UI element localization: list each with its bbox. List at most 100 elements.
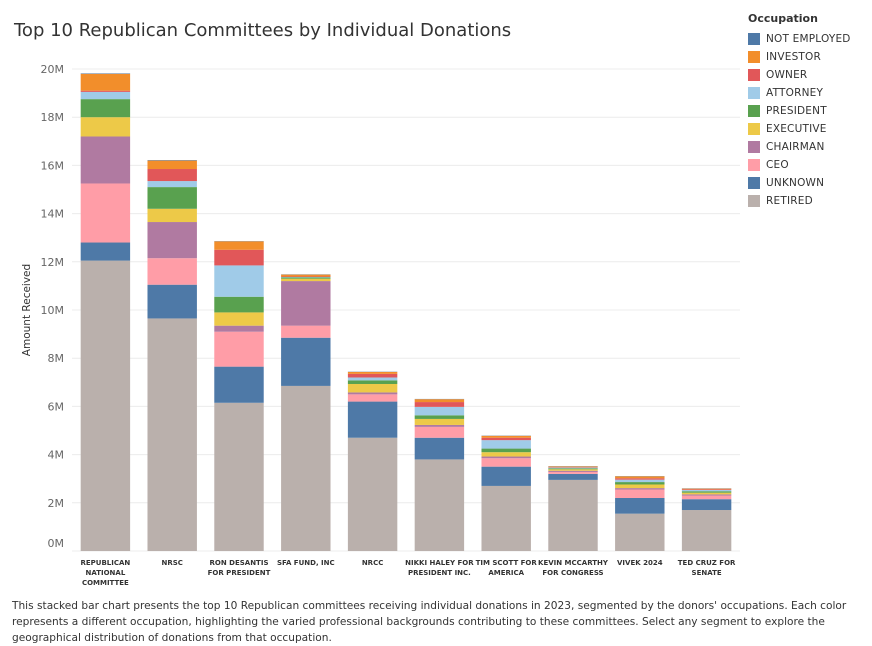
bar-segment-attorney[interactable]: ATTORNEY: 1300000 <box>214 265 264 297</box>
bar-segment-unknown[interactable]: UNKNOWN: 800000 <box>481 466 531 486</box>
bar-segment-president[interactable]: PRESIDENT: 150000 <box>481 448 531 453</box>
bar-segment-president[interactable]: PRESIDENT: 150000 <box>347 380 398 384</box>
bar-segment-unknown[interactable]: UNKNOWN: 450000 <box>681 499 732 511</box>
legend-item-not-employed[interactable]: NOT EMPLOYED <box>748 30 851 48</box>
bar-segment-owner[interactable]: OWNER: 50000 <box>80 90 131 92</box>
bar-segment-executive[interactable]: EXECUTIVE: 550000 <box>214 312 264 326</box>
bar-segment-retired[interactable]: RETIRED: 1700000 <box>681 510 732 551</box>
legend-item-investor[interactable]: INVESTOR <box>748 48 851 66</box>
bar-segment-ceo[interactable]: CEO: 450000 <box>414 426 465 438</box>
bar-segment-ceo[interactable]: CEO: 2450000 <box>80 183 131 243</box>
bar-segment-executive[interactable]: EXECUTIVE: 550000 <box>147 208 197 223</box>
bar-segment-investor[interactable]: INVESTOR: 30000 <box>681 488 732 490</box>
bar-segment-owner[interactable]: OWNER: 200000 <box>414 402 465 407</box>
bar-segment-executive[interactable]: EXECUTIVE: 100000 <box>281 278 331 282</box>
bar-segment-unknown[interactable]: UNKNOWN: 900000 <box>414 437 465 460</box>
bar-segment-owner[interactable]: OWNER: 150000 <box>347 373 398 378</box>
bar-segment-investor[interactable]: INVESTOR: 80000 <box>481 435 531 438</box>
bar-segment-retired[interactable]: RETIRED: 3800000 <box>414 459 465 551</box>
legend-item-chairman[interactable]: CHAIRMAN <box>748 138 851 156</box>
bar-segment-executive[interactable]: EXECUTIVE: 180000 <box>481 452 531 457</box>
bar-segment-president[interactable]: PRESIDENT: 100000 <box>615 482 665 485</box>
bar-segment-ceo[interactable]: CEO: 150000 <box>681 495 732 500</box>
bar-segment-retired[interactable]: RETIRED: 6850000 <box>281 385 331 551</box>
bar-segment-attorney[interactable]: ATTORNEY: 350000 <box>414 406 465 416</box>
bar-segment-attorney[interactable]: ATTORNEY: 50000 <box>681 490 732 492</box>
bar-segment-investor[interactable]: INVESTOR: 350000 <box>214 241 264 250</box>
bar-segment-unknown[interactable]: UNKNOWN: 750000 <box>80 242 131 261</box>
bar-segment-unknown[interactable]: UNKNOWN: 1500000 <box>214 366 264 403</box>
bar-segment-unknown[interactable]: UNKNOWN: 650000 <box>615 497 665 514</box>
bar-segment-president[interactable]: PRESIDENT: 900000 <box>147 187 197 209</box>
legend-item-attorney[interactable]: ATTORNEY <box>748 84 851 102</box>
bar-segment-investor[interactable]: INVESTOR: 700000 <box>80 73 131 91</box>
x-tick-label: SFA FUND, INC <box>277 559 335 567</box>
bar-segment-owner[interactable]: OWNER: 30000 <box>681 489 732 491</box>
bar-segment-chairman[interactable]: CHAIRMAN: 80000 <box>347 392 398 395</box>
bar-segment-investor[interactable]: INVESTOR: 80000 <box>347 371 398 374</box>
bar-segment-executive[interactable]: EXECUTIVE: 250000 <box>414 418 465 425</box>
bar-segment-ceo[interactable]: CEO: 1100000 <box>147 258 197 285</box>
bar-segment-president[interactable]: PRESIDENT: 50000 <box>281 277 331 279</box>
bar-segment-attorney[interactable]: ATTORNEY: 300000 <box>80 91 131 100</box>
bar-segment-ceo[interactable]: CEO: 80000 <box>548 471 598 474</box>
bar-segment-ceo[interactable]: CEO: 500000 <box>281 325 331 338</box>
bar-segment-investor[interactable]: INVESTOR: 80000 <box>615 476 665 479</box>
legend-item-owner[interactable]: OWNER <box>748 66 851 84</box>
bar-segment-unknown[interactable]: UNKNOWN: 1500000 <box>347 401 398 438</box>
bar-segment-retired[interactable]: RETIRED: 2700000 <box>481 485 531 551</box>
bar-segment-ceo[interactable]: CEO: 1450000 <box>214 331 264 367</box>
bar-segment-executive[interactable]: EXECUTIVE: 800000 <box>80 117 131 137</box>
bar-segment-chairman[interactable]: CHAIRMAN: 1850000 <box>281 281 331 326</box>
bar-segment-ceo[interactable]: CEO: 350000 <box>615 489 665 498</box>
bar-segment-attorney[interactable]: ATTORNEY: 100000 <box>615 479 665 483</box>
bar-segment-chairman[interactable]: CHAIRMAN: 50000 <box>681 494 732 496</box>
bar-segment-chairman[interactable]: CHAIRMAN: 1500000 <box>147 222 197 259</box>
bar-segment-investor[interactable]: INVESTOR: 30000 <box>548 466 598 468</box>
bar-segment-owner[interactable]: OWNER: 500000 <box>147 169 197 182</box>
bar-segment-chairman[interactable]: CHAIRMAN: 50000 <box>548 470 598 472</box>
bar-segment-president[interactable]: PRESIDENT: 650000 <box>214 296 264 313</box>
legend-item-ceo[interactable]: CEO <box>748 156 851 174</box>
bar-segment-attorney[interactable]: ATTORNEY: 350000 <box>481 440 531 449</box>
bar-segment-investor[interactable]: INVESTOR: 350000 <box>147 160 197 170</box>
legend-item-unknown[interactable]: UNKNOWN <box>748 174 851 192</box>
bar-segment-investor[interactable]: INVESTOR: 80000 <box>281 274 331 277</box>
bar-segment-chairman[interactable]: CHAIRMAN: 60000 <box>615 488 665 490</box>
bar-segment-executive[interactable]: EXECUTIVE: 60000 <box>548 469 598 471</box>
legend-swatch <box>748 195 760 207</box>
bar-segment-president[interactable]: PRESIDENT: 40000 <box>548 468 598 470</box>
legend-item-retired[interactable]: RETIRED <box>748 192 851 210</box>
bar-segment-unknown[interactable]: UNKNOWN: 250000 <box>548 473 598 480</box>
bar-segment-owner[interactable]: OWNER: 100000 <box>481 437 531 441</box>
bar-segment-owner[interactable]: OWNER: 650000 <box>214 249 264 266</box>
bar-segment-executive[interactable]: EXECUTIVE: 70000 <box>681 492 732 495</box>
bar-segment-retired[interactable]: RETIRED: 2950000 <box>548 479 598 551</box>
bar-segment-chairman[interactable]: CHAIRMAN: 70000 <box>481 456 531 459</box>
bar-segment-retired[interactable]: RETIRED: 1550000 <box>615 513 665 551</box>
bar-segment-unknown[interactable]: UNKNOWN: 1400000 <box>147 284 197 319</box>
legend-item-president[interactable]: PRESIDENT <box>748 102 851 120</box>
bar-segment-ceo[interactable]: CEO: 350000 <box>481 458 531 467</box>
bar-segment-president[interactable]: PRESIDENT: 60000 <box>681 491 732 493</box>
legend-swatch <box>748 141 760 153</box>
bar-segment-chairman[interactable]: CHAIRMAN: 80000 <box>414 424 465 427</box>
bar-segment-chairman[interactable]: CHAIRMAN: 250000 <box>214 325 264 332</box>
bar-segment-retired[interactable]: RETIRED: 6150000 <box>214 402 264 551</box>
bar-segment-executive[interactable]: EXECUTIVE: 350000 <box>347 383 398 393</box>
bar-segment-retired[interactable]: RETIRED: 12050000 <box>80 260 131 551</box>
bar-segment-retired[interactable]: RETIRED: 4700000 <box>347 437 398 551</box>
bar-segment-attorney[interactable]: ATTORNEY: 250000 <box>147 181 197 188</box>
bar-segment-attorney[interactable]: ATTORNEY: 30000 <box>548 467 598 469</box>
bar-segment-attorney[interactable]: ATTORNEY: 120000 <box>347 377 398 381</box>
bar-segment-ceo[interactable]: CEO: 300000 <box>347 394 398 402</box>
bar-segment-owner[interactable]: OWNER: 60000 <box>615 478 665 480</box>
bar-segment-retired[interactable]: RETIRED: 9650000 <box>147 318 197 551</box>
bar-segment-president[interactable]: PRESIDENT: 750000 <box>80 99 131 118</box>
legend-item-executive[interactable]: EXECUTIVE <box>748 120 851 138</box>
bar-segment-executive[interactable]: EXECUTIVE: 150000 <box>615 484 665 489</box>
bar-segment-chairman[interactable]: CHAIRMAN: 1950000 <box>80 136 131 184</box>
bar-segment-president[interactable]: PRESIDENT: 150000 <box>414 415 465 419</box>
bar-segment-unknown[interactable]: UNKNOWN: 2000000 <box>281 337 331 386</box>
bar-segment-investor[interactable]: INVESTOR: 120000 <box>414 399 465 403</box>
